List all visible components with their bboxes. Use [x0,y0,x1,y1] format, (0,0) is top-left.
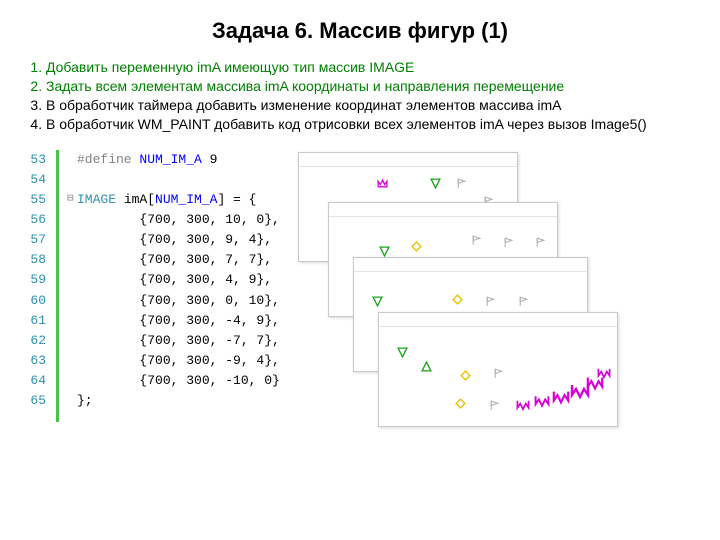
window-canvas [379,327,617,426]
tri_down-icon [372,296,383,307]
flag-icon [456,178,467,189]
ucrown-icon [552,388,570,406]
page-title: Задача 6. Массив фигур (1) [24,18,696,44]
tri_down-icon [397,347,408,358]
flag-icon [503,237,514,248]
window-titlebar [379,313,617,327]
step-item: Задать всем элементам массива imA коорди… [46,77,696,96]
diamond-icon [452,294,463,305]
screenshots-stack [298,152,696,422]
step-item: Добавить переменную imA имеющую тип масс… [46,58,696,77]
tri_down-icon [430,178,441,189]
code-block: 53545556575859606162636465 #define NUM_I… [24,146,280,422]
crown-icon [377,178,388,189]
tri_up-icon [421,361,432,372]
code-lines: #define NUM_IM_A 9 ⊟IMAGE imA[NUM_IM_A] … [67,150,280,422]
line-gutter: 53545556575859606162636465 [24,150,59,422]
app-window [378,312,618,427]
flag-icon [489,400,500,411]
flag-icon [493,368,504,379]
flag-icon [535,237,546,248]
diamond-icon [460,370,471,381]
ucrown-icon [534,393,550,409]
flag-icon [518,296,529,307]
window-titlebar [329,203,557,217]
ucrown-icon [597,366,611,380]
steps-list: Добавить переменную imA имеющую тип масс… [24,58,696,134]
flag-icon [471,235,482,246]
step-item: В обработчик WM_PAINT добавить код отрис… [46,115,696,134]
window-titlebar [354,258,587,272]
diamond-icon [411,241,422,252]
step-item: В обработчик таймера добавить изменение … [46,96,696,115]
ucrown-icon [516,398,530,412]
flag-icon [485,296,496,307]
diamond-icon [455,398,466,409]
window-titlebar [299,153,517,167]
